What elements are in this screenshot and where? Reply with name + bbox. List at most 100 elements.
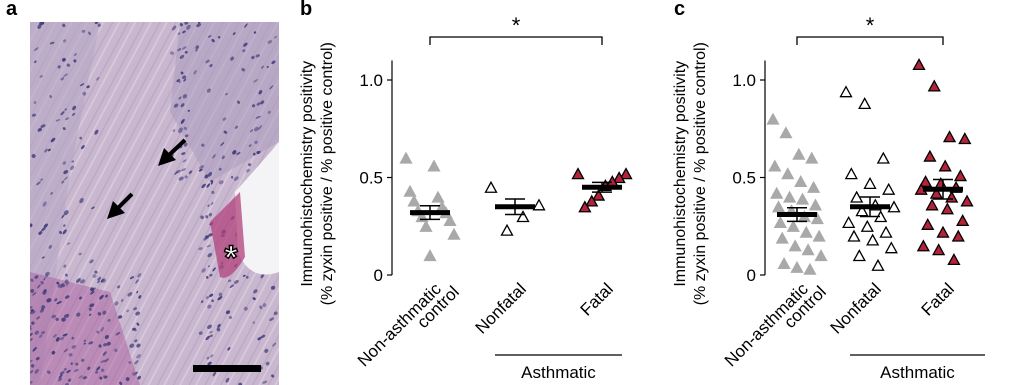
cell-nucleus	[98, 344, 102, 348]
cell-nucleus	[117, 315, 123, 319]
cell-nucleus	[183, 126, 188, 131]
cell-nucleus	[67, 378, 72, 382]
data-point	[940, 202, 954, 215]
cell-nucleus	[95, 371, 99, 374]
cell-nucleus	[101, 278, 106, 283]
y-tick-label: 0	[747, 266, 756, 285]
cell-nucleus	[182, 75, 187, 80]
cell-nucleus	[180, 71, 184, 75]
cell-nucleus	[237, 100, 240, 104]
cell-nucleus	[114, 301, 119, 306]
cell-nucleus	[129, 276, 135, 280]
data-point	[932, 243, 946, 256]
cell-nucleus	[271, 374, 275, 378]
cell-nucleus	[30, 288, 35, 293]
cell-nucleus	[63, 264, 67, 268]
series-nonfatal	[839, 85, 901, 271]
cell-nucleus	[246, 168, 250, 173]
cell-nucleus	[41, 305, 46, 310]
cell-nucleus	[83, 342, 87, 345]
cell-nucleus	[135, 311, 141, 316]
data-point	[612, 171, 626, 184]
cell-nucleus	[128, 361, 132, 364]
cell-nucleus	[179, 23, 183, 27]
cell-nucleus	[188, 170, 193, 175]
asterisk-marker: *	[224, 239, 238, 277]
cell-nucleus	[76, 312, 81, 317]
cell-nucleus	[201, 183, 206, 189]
cell-nucleus	[267, 110, 271, 114]
cell-nucleus	[223, 130, 228, 134]
data-point	[925, 198, 939, 211]
data-point	[447, 227, 461, 240]
cell-nucleus	[96, 330, 100, 334]
cell-nucleus	[267, 40, 273, 44]
cell-nucleus	[176, 79, 181, 83]
data-point	[770, 186, 784, 199]
cell-nucleus	[173, 103, 179, 108]
cell-nucleus	[183, 78, 187, 82]
cell-nucleus	[34, 47, 39, 51]
data-point	[871, 258, 885, 271]
cell-nucleus	[254, 126, 259, 132]
cell-nucleus	[273, 311, 278, 316]
cell-nucleus	[206, 244, 212, 248]
cell-nucleus	[132, 327, 136, 331]
cell-nucleus	[272, 342, 277, 347]
cell-nucleus	[207, 35, 212, 38]
cell-nucleus	[51, 314, 57, 319]
cell-nucleus	[43, 223, 48, 229]
cell-nucleus	[79, 279, 86, 284]
group-label: Asthmatic	[880, 363, 955, 382]
cell-nucleus	[193, 69, 197, 75]
cell-nucleus	[64, 279, 69, 284]
cell-nucleus	[41, 227, 46, 232]
data-point	[795, 192, 810, 205]
cell-nucleus	[203, 237, 208, 241]
cell-nucleus	[88, 307, 92, 311]
significance-bracket	[796, 36, 944, 45]
data-point	[585, 194, 599, 207]
cell-nucleus	[73, 59, 77, 63]
cell-nucleus	[75, 362, 79, 366]
cell-nucleus	[102, 310, 107, 315]
cell-nucleus	[126, 309, 130, 313]
cell-nucleus	[104, 358, 109, 363]
cell-nucleus	[257, 337, 262, 341]
arrow-annotation-upper	[158, 138, 187, 166]
cell-nucleus	[252, 104, 256, 108]
cell-nucleus	[207, 361, 212, 366]
cell-nucleus	[227, 347, 231, 351]
cell-nucleus	[35, 356, 40, 361]
cell-nucleus	[96, 76, 100, 81]
cell-nucleus	[89, 259, 94, 264]
cell-nucleus	[30, 364, 35, 368]
data-point	[571, 167, 585, 180]
y-tick-label: 0.5	[359, 169, 383, 188]
cell-nucleus	[134, 339, 138, 343]
cell-nucleus	[31, 321, 35, 325]
cell-nucleus	[222, 117, 227, 121]
cell-nucleus	[104, 334, 109, 340]
cell-nucleus	[230, 176, 234, 179]
cell-nucleus	[58, 374, 63, 379]
cell-nucleus	[61, 57, 66, 62]
cell-nucleus	[39, 75, 43, 78]
cell-nucleus	[181, 152, 186, 155]
y-tick-label: 0.5	[732, 169, 756, 188]
cell-nucleus	[253, 31, 257, 34]
cell-nucleus	[82, 91, 87, 96]
epithelium-right	[210, 192, 245, 278]
cell-nucleus	[198, 22, 201, 24]
data-point	[779, 126, 793, 139]
cell-nucleus	[41, 331, 46, 335]
cell-nucleus	[137, 273, 142, 278]
cell-nucleus	[71, 160, 75, 163]
cell-nucleus	[103, 343, 108, 347]
data-point	[768, 159, 782, 172]
cell-nucleus	[76, 278, 81, 283]
cell-nucleus	[68, 353, 73, 357]
data-point	[814, 249, 828, 262]
data-point	[863, 177, 877, 190]
cell-nucleus	[90, 287, 95, 292]
